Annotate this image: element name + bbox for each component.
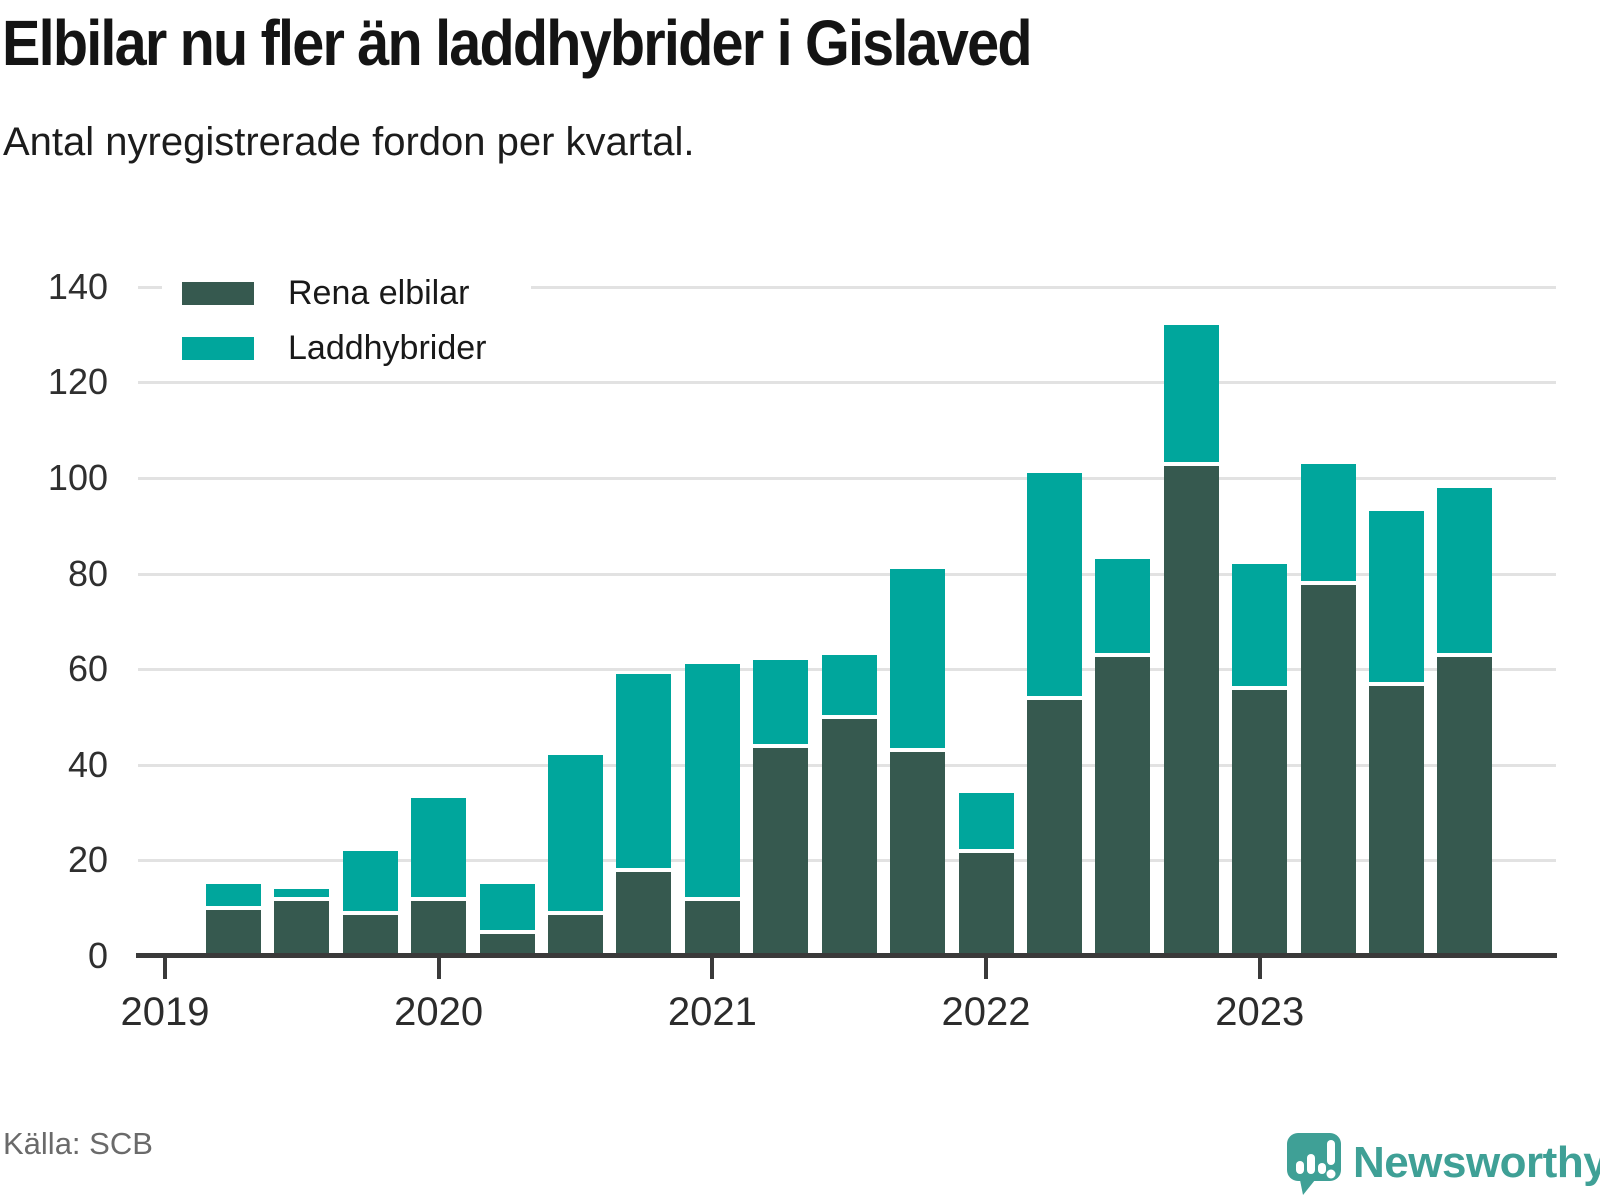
bar-rena-elbilar-Q3-2020: [548, 912, 604, 958]
bar-laddhybrider-Q3-2023: [1369, 511, 1425, 684]
bar-laddhybrider-Q1-2021: [684, 664, 740, 899]
gridline: [138, 572, 1556, 576]
bar-laddhybrider-Q4-2020: [616, 673, 672, 870]
gridline: [138, 285, 1556, 289]
x-axis-tick: [710, 958, 715, 979]
bar-laddhybrider-Q4-2022: [1163, 325, 1219, 464]
newsworthy-wordmark: Newsworthy: [1353, 1138, 1600, 1187]
y-axis-label: 140: [47, 265, 108, 307]
bar-rena-elbilar-Q1-2023: [1232, 688, 1288, 958]
x-axis-line: [136, 953, 1557, 958]
y-axis-label: 0: [87, 935, 108, 976]
x-axis-label: 2019: [120, 990, 210, 1034]
page-title: Elbilar nu fler än laddhybrider i Gislav…: [2, 7, 1032, 79]
bar-laddhybrider-Q2-2022: [1026, 473, 1082, 698]
bar-laddhybrider-Q2-2020: [479, 884, 535, 933]
bar-rena-elbilar-Q2-2022: [1026, 697, 1082, 958]
bar-rena-elbilar-Q1-2022: [958, 850, 1014, 958]
x-axis-label: 2020: [394, 990, 484, 1034]
x-axis-label: 2023: [1215, 990, 1305, 1034]
bar-rena-elbilar-Q1-2021: [684, 898, 740, 958]
newsworthy-bubble-chart-icon: [1287, 1133, 1341, 1195]
legend-label: Rena elbilar: [288, 274, 470, 312]
bar-rena-elbilar-Q3-2019: [274, 898, 330, 958]
bar-rena-elbilar-Q4-2020: [616, 869, 672, 958]
bar-laddhybrider-Q1-2020: [411, 798, 467, 899]
y-axis-label: 40: [67, 743, 108, 785]
bar-rena-elbilar-Q4-2023: [1437, 654, 1493, 958]
bar-rena-elbilar-Q1-2020: [411, 898, 467, 958]
y-axis-label: 60: [67, 648, 108, 690]
page-subtitle: Antal nyregistrerade fordon per kvartal.: [3, 120, 695, 164]
legend: Rena elbilar Laddhybrider: [162, 262, 532, 380]
bar-rena-elbilar-Q4-2019: [342, 912, 398, 958]
bar-laddhybrider-Q2-2019: [205, 884, 261, 909]
legend-label: Laddhybrider: [288, 329, 487, 367]
bar-laddhybrider-Q4-2023: [1437, 487, 1493, 655]
legend-item-rena-elbilar: Rena elbilar: [182, 274, 486, 313]
legend-swatch-rena-elbilar: [182, 282, 254, 305]
x-axis-tick: [436, 958, 441, 979]
bar-laddhybrider-Q4-2019: [342, 850, 398, 913]
bar-rena-elbilar-Q2-2021: [753, 745, 809, 958]
legend-item-laddhybrider: Laddhybrider: [182, 329, 486, 368]
bar-rena-elbilar-Q3-2022: [1095, 654, 1151, 958]
bar-rena-elbilar-Q3-2023: [1369, 683, 1425, 958]
bar-laddhybrider-Q3-2020: [548, 755, 604, 913]
bar-laddhybrider-Q3-2019: [274, 889, 330, 899]
gridline: [138, 381, 1556, 385]
x-axis-label: 2022: [941, 990, 1031, 1034]
bar-rena-elbilar-Q4-2022: [1163, 463, 1219, 958]
gridline: [138, 477, 1556, 480]
y-axis-label: 80: [67, 552, 108, 594]
y-axis-label: 120: [47, 361, 108, 403]
source-note: Källa: SCB: [3, 1126, 153, 1161]
bar-laddhybrider-Q4-2021: [890, 568, 946, 751]
legend-swatch-laddhybrider: [182, 337, 254, 360]
x-axis-tick: [1257, 958, 1262, 979]
newsworthy-logo: Newsworthy: [1287, 1133, 1600, 1197]
x-axis-label: 2021: [667, 990, 757, 1034]
bar-laddhybrider-Q3-2022: [1095, 559, 1151, 655]
bar-rena-elbilar-Q3-2021: [821, 717, 877, 958]
y-axis-label: 20: [67, 839, 108, 881]
bar-rena-elbilar-Q2-2019: [205, 908, 261, 958]
bar-rena-elbilar-Q4-2021: [890, 750, 946, 958]
bar-laddhybrider-Q2-2023: [1300, 463, 1356, 584]
bar-laddhybrider-Q3-2021: [821, 654, 877, 717]
bar-rena-elbilar-Q2-2023: [1300, 583, 1356, 958]
x-axis-tick: [984, 958, 989, 979]
y-axis-label: 100: [47, 457, 108, 498]
x-axis-tick: [163, 958, 167, 979]
bar-laddhybrider-Q2-2021: [753, 659, 809, 746]
bar-laddhybrider-Q1-2023: [1232, 564, 1288, 689]
bar-laddhybrider-Q1-2022: [958, 793, 1014, 851]
